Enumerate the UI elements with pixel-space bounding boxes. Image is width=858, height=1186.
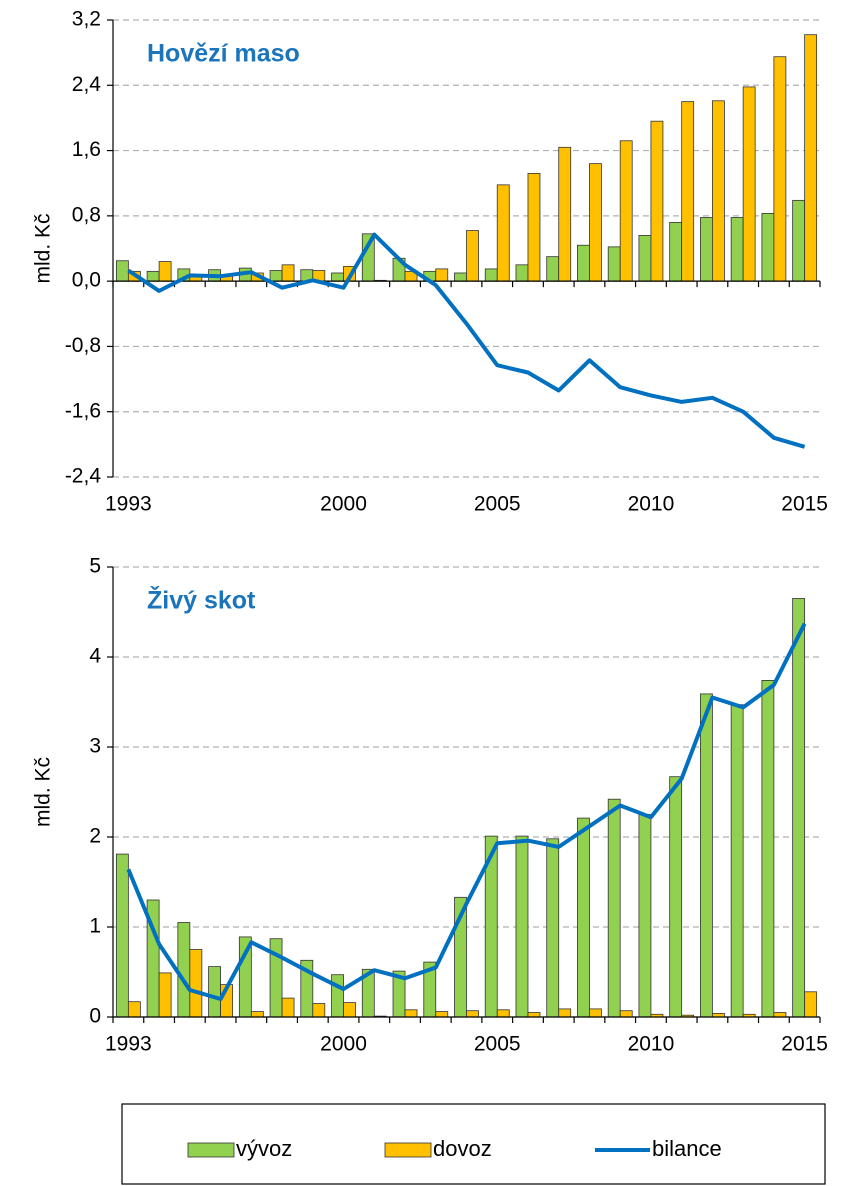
bar: [638, 235, 652, 282]
legend-label: vývoz: [236, 1136, 292, 1161]
bar: [700, 217, 713, 282]
bar: [208, 966, 221, 1018]
legend-swatch: [384, 1142, 432, 1158]
line-series: [127, 232, 806, 449]
y-tick-label: 3,2: [72, 8, 101, 31]
x-tick-label: 1993: [105, 493, 152, 516]
bar: [312, 1003, 326, 1018]
bar: [127, 1001, 141, 1018]
bar: [669, 221, 683, 282]
y-tick-label: 5: [89, 555, 101, 578]
bar: [343, 1002, 356, 1018]
bar: [331, 272, 344, 282]
bar: [546, 838, 560, 1018]
y-axis-label: mld. Kč: [32, 213, 55, 283]
bar: [761, 680, 775, 1018]
x-tick-label: 2010: [628, 1033, 675, 1056]
bar: [730, 217, 744, 282]
bar: [281, 997, 295, 1018]
bar: [331, 974, 344, 1018]
y-tick-label: 2,4: [72, 73, 102, 96]
bar: [804, 991, 818, 1018]
legend-label: dovoz: [433, 1136, 492, 1161]
y-tick-label: 0: [89, 1005, 101, 1028]
bar: [761, 213, 775, 282]
bar: [466, 230, 479, 282]
bar: [773, 56, 787, 282]
bar: [730, 704, 744, 1018]
bar: [496, 1009, 510, 1018]
y-tick-label: 3: [89, 735, 101, 758]
bar: [638, 814, 652, 1018]
chart-title: Hovězí maso: [147, 40, 300, 68]
legend-label: bilance: [652, 1136, 722, 1161]
bar: [146, 270, 160, 282]
bar: [773, 1012, 787, 1018]
x-tick-label: 2015: [781, 1033, 828, 1056]
bar: [158, 261, 172, 282]
y-tick-label: -2,4: [65, 465, 102, 488]
bar: [404, 1009, 418, 1018]
bar: [650, 120, 664, 282]
bar: [484, 268, 498, 282]
x-tick-label: 2000: [320, 1033, 367, 1056]
bar: [589, 1008, 602, 1018]
x-tick-label: 2005: [474, 493, 521, 516]
y-axis-label: mld. Kč: [32, 757, 55, 827]
y-tick-label: 0,8: [72, 203, 101, 226]
bar: [269, 270, 283, 282]
bar: [281, 264, 295, 282]
x-tick-label: 1993: [105, 1033, 152, 1056]
bar: [700, 693, 713, 1018]
bar: [527, 1012, 541, 1018]
bar: [177, 922, 191, 1018]
bar: [712, 100, 725, 282]
bar: [115, 853, 129, 1018]
bar: [577, 244, 590, 282]
bar: [804, 34, 818, 282]
bar: [435, 1011, 449, 1018]
x-tick-label: 2010: [628, 493, 675, 516]
bar: [681, 101, 695, 282]
bar: [435, 268, 449, 282]
bar: [619, 1010, 633, 1018]
y-tick-label: 4: [89, 645, 101, 668]
bar: [607, 246, 621, 282]
bar: [496, 184, 510, 282]
y-tick-label: 2: [89, 825, 101, 848]
x-tick-label: 2015: [781, 493, 828, 516]
bar: [466, 1010, 479, 1018]
bar: [792, 199, 806, 282]
bar: [250, 1011, 264, 1018]
bar: [558, 146, 572, 282]
bar: [546, 256, 560, 282]
bar: [792, 598, 806, 1018]
legend-swatch: [187, 1142, 235, 1158]
chart-title: Živý skot: [147, 585, 256, 615]
bar: [527, 173, 541, 282]
bar: [619, 140, 633, 282]
x-tick-label: 2005: [474, 1033, 521, 1056]
x-tick-label: 2000: [320, 493, 367, 516]
bar: [577, 817, 590, 1018]
bar: [189, 949, 203, 1018]
y-tick-label: 1: [89, 915, 101, 938]
y-tick-label: 0,0: [72, 269, 101, 292]
line-series: [126, 622, 807, 1001]
bar: [589, 163, 602, 282]
y-tick-label: -1,6: [65, 399, 101, 422]
bar: [115, 260, 129, 282]
bar: [515, 835, 529, 1018]
legend-box: [121, 1103, 826, 1185]
y-tick-label: -0,8: [65, 334, 101, 357]
bar: [515, 264, 529, 282]
bar: [607, 798, 621, 1018]
bar: [158, 972, 172, 1018]
bar: [558, 1008, 572, 1018]
bar: [454, 272, 467, 282]
bar: [669, 776, 683, 1018]
bar: [742, 86, 756, 282]
y-tick-label: 1,6: [72, 138, 101, 161]
